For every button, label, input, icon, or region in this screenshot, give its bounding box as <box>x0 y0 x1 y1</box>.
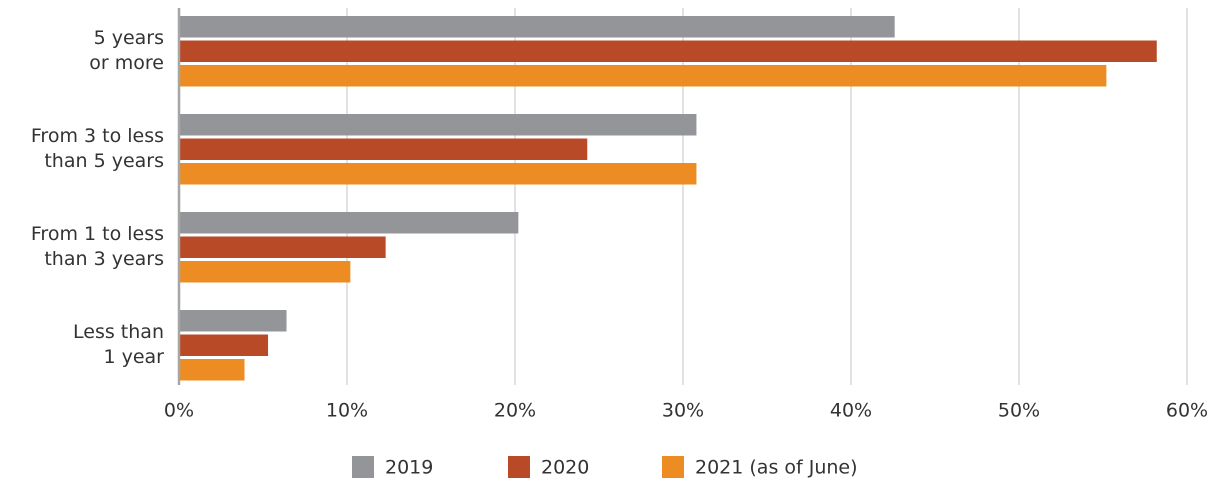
x-tick-label: 20% <box>494 400 536 422</box>
y-tick-label: From 1 to less than 3 years <box>30 223 164 271</box>
x-tick-label: 40% <box>830 400 872 422</box>
y-tick-label: 5 years or more <box>89 27 164 75</box>
legend-swatch <box>662 456 684 478</box>
x-tick-label: 30% <box>662 400 704 422</box>
legend-label: 2020 <box>541 457 589 479</box>
bar <box>179 334 269 356</box>
bar <box>179 359 245 381</box>
bar <box>179 261 351 283</box>
legend-swatch <box>508 456 530 478</box>
bar <box>179 212 519 234</box>
bar <box>179 114 697 136</box>
bar <box>179 40 1157 62</box>
bar <box>179 310 287 332</box>
y-tick-label: Less than 1 year <box>73 321 164 369</box>
x-tick-label: 10% <box>326 400 368 422</box>
legend-label: 2019 <box>385 457 433 479</box>
y-tick-label: From 3 to less than 5 years <box>30 125 164 173</box>
legend-label: 2021 (as of June) <box>695 457 858 479</box>
bar <box>179 65 1107 87</box>
bar <box>179 138 588 160</box>
x-tick-label: 60% <box>1166 400 1208 422</box>
bar <box>179 163 697 185</box>
x-tick-label: 50% <box>998 400 1040 422</box>
bar <box>179 236 386 258</box>
legend-swatch <box>352 456 374 478</box>
x-tick-label: 0% <box>164 400 194 422</box>
bar <box>179 16 895 38</box>
